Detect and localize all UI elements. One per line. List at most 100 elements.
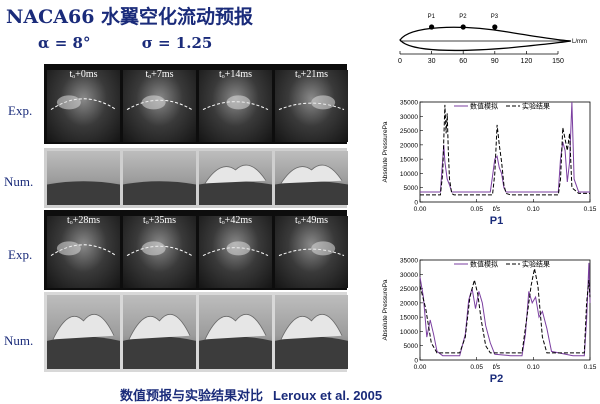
legend-label: 实验结果: [522, 102, 550, 111]
plot-area: [419, 259, 591, 361]
pressure-point-p3: [492, 24, 498, 30]
y-tick-label: 15000: [400, 157, 418, 164]
hydrofoil-section: [123, 181, 196, 205]
time-label: tₒ+14ms: [219, 70, 252, 80]
simulation-frame: [47, 151, 120, 205]
foil-axis-tick-label: 120: [521, 58, 533, 65]
x-tick-label: 0.05: [470, 364, 483, 371]
cavity-region: [280, 164, 343, 184]
cavity-outline: [278, 102, 345, 111]
row-label-num-2: Num.: [4, 333, 34, 348]
cavity-outline: [202, 101, 269, 111]
y-tick-label: 5000: [404, 343, 419, 350]
pressure-point-label: P1: [428, 14, 436, 20]
y-tick-label: 10000: [400, 171, 418, 178]
experiment-frames-row-2: tₒ+28ms tₒ+35ms tₒ+42ms tₒ+49ms: [44, 210, 348, 290]
row-label-exp-2: Exp.: [8, 247, 33, 262]
experiment-frame: tₒ+0ms: [47, 70, 120, 142]
y-axis-label: Absolute PressurePa: [382, 121, 389, 182]
sigma-value: σ = 1.25: [141, 34, 213, 52]
x-tick-label: 0.05: [470, 206, 483, 213]
experiment-frame: tₒ+7ms: [123, 70, 196, 142]
y-tick-label: 25000: [400, 286, 418, 293]
row-label-exp-1: Exp.: [8, 103, 33, 118]
x-tick-label: 0.00: [414, 206, 427, 213]
series-line-simulation: [419, 262, 591, 357]
pressure-chart-p2: 0 5000 10000 15000 20000 25000 30000 35000 0.00 0…: [382, 258, 597, 386]
cavity-region: [141, 95, 166, 110]
cavity-region: [141, 241, 166, 256]
foil-axis-tick-label: 0: [398, 58, 402, 65]
cavity-region: [280, 313, 343, 340]
experiment-frame: tₒ+49ms: [275, 216, 348, 288]
flow-parameters: α = 8° σ = 1.25: [38, 34, 258, 52]
cavity-region: [204, 164, 267, 184]
simulation-frames-row-1: [44, 148, 348, 208]
reference-text: Leroux et al. 2005: [273, 388, 383, 403]
cavity-region: [52, 313, 115, 340]
y-tick-label: 30000: [400, 272, 418, 279]
y-tick-label: 20000: [400, 142, 418, 149]
x-tick-label: 0.15: [584, 206, 597, 213]
experiment-frame: tₒ+28ms: [47, 216, 120, 288]
cavity-region: [56, 241, 81, 256]
y-tick-label: 15000: [400, 315, 418, 322]
y-tick-label: 25000: [400, 128, 418, 135]
hydrofoil-section: [199, 336, 272, 369]
figure-caption: 数值预报与实验结果对比 Leroux et al. 2005: [120, 385, 382, 404]
experiment-frame: tₒ+14ms: [199, 70, 272, 142]
y-tick-label: 0: [414, 200, 418, 207]
simulation-frame: [199, 151, 272, 205]
cavity-region: [204, 313, 267, 340]
simulation-frame: [47, 295, 120, 369]
simulation-frame: [275, 151, 348, 205]
series-line-simulation: [420, 101, 590, 193]
cavity-outline: [50, 244, 117, 257]
legend-label: 实验结果: [522, 260, 550, 269]
y-tick-label: 20000: [400, 300, 418, 307]
legend-label: 数值模拟: [470, 260, 498, 269]
foil-axis-tick-label: 150: [552, 58, 564, 65]
time-label: tₒ+0ms: [69, 70, 98, 80]
time-label: tₒ+35ms: [143, 216, 176, 226]
cavity-region: [56, 95, 81, 110]
x-axis-label: t/s: [493, 364, 501, 371]
hydrofoil-section: [47, 181, 120, 205]
cavity-outline: [126, 99, 193, 111]
caption-text: 数值预报与实验结果对比: [120, 389, 264, 404]
series-line-experiment: [420, 104, 590, 196]
time-label: tₒ+49ms: [295, 216, 328, 226]
row-label-num-1: Num.: [4, 174, 34, 189]
simulation-frame: [275, 295, 348, 369]
chord-end-label: L/mm: [572, 39, 587, 45]
y-tick-label: 35000: [400, 100, 418, 107]
simulation-frame: [199, 295, 272, 369]
hydrofoil-section: [275, 181, 348, 205]
chart-title: P2: [490, 373, 503, 385]
legend-label: 数值模拟: [470, 102, 498, 111]
foil-axis-tick-label: 60: [459, 58, 467, 65]
y-tick-label: 35000: [400, 258, 418, 265]
pressure-chart-p1: 0 5000 10000 15000 20000 25000 30000 35000 0.00 0…: [382, 100, 597, 228]
foil-axis-tick-label: 90: [491, 58, 499, 65]
hydrofoil-section: [123, 336, 196, 369]
pressure-point-label: P3: [491, 14, 499, 20]
simulation-frames-row-2: [44, 292, 348, 372]
foil-axis-tick-label: 30: [428, 58, 436, 65]
hydrofoil-outline: [399, 26, 572, 52]
x-tick-label: 0.10: [527, 364, 540, 371]
hydrofoil-section: [199, 181, 272, 205]
cavity-region: [226, 95, 251, 110]
cavity-outline: [50, 98, 117, 111]
alpha-value: α = 8°: [38, 34, 91, 52]
y-tick-label: 5000: [404, 185, 419, 192]
cavity-outline: [278, 248, 345, 257]
series-line-experiment: [419, 268, 591, 354]
hydrofoil-diagram: P1 P2 P3 0 30 60 90 120 150 L/mm: [398, 14, 587, 65]
time-label: tₒ+28ms: [67, 216, 100, 226]
cavity-outline: [126, 245, 193, 257]
x-tick-label: 0.15: [584, 364, 597, 371]
experiment-frame: tₒ+42ms: [199, 216, 272, 288]
cavity-region: [128, 313, 191, 340]
pressure-point-label: P2: [459, 14, 467, 20]
